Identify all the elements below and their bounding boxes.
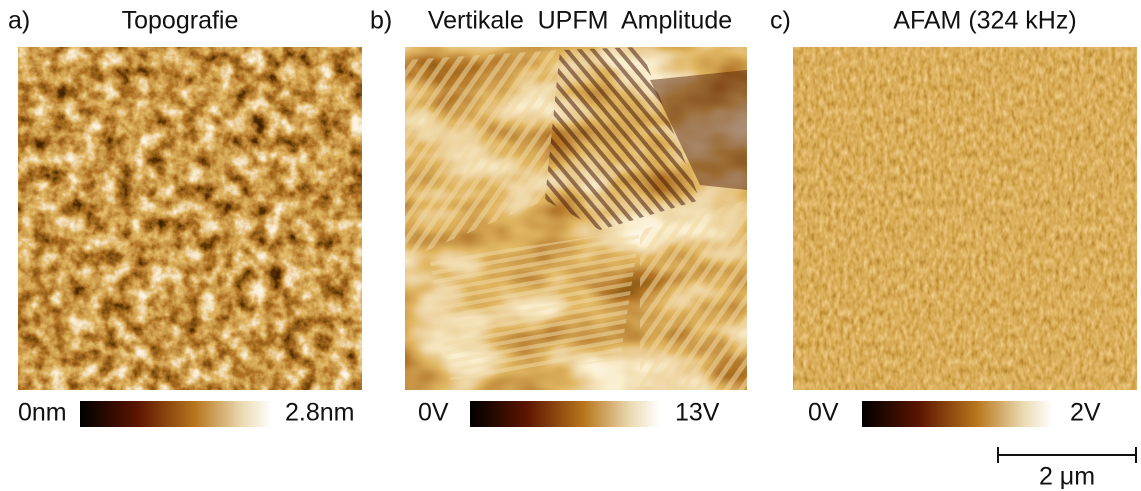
afm-image bbox=[18, 47, 362, 390]
colorbar-max: 2V bbox=[1070, 399, 1101, 427]
colorbar bbox=[862, 401, 1053, 427]
colorbar bbox=[80, 401, 272, 427]
colorbar-min: 0nm bbox=[18, 399, 67, 427]
panel-label: b) bbox=[370, 7, 392, 35]
colorbar-min: 0V bbox=[418, 399, 449, 427]
panel-title: Vertikale UPFM Amplitude bbox=[428, 7, 732, 35]
colorbar-max: 2.8nm bbox=[285, 399, 354, 427]
panel-label: c) bbox=[770, 7, 791, 35]
panel-label: a) bbox=[8, 7, 30, 35]
afm-image bbox=[405, 47, 747, 390]
scale-bar bbox=[998, 447, 1136, 463]
figure: a) Topografie 0nm 2.8nm b) Vertikale UPF… bbox=[0, 0, 1141, 491]
colorbar-max: 13V bbox=[675, 399, 720, 427]
afm-image bbox=[793, 47, 1137, 390]
panel-title: Topografie bbox=[122, 7, 239, 35]
colorbar-min: 0V bbox=[808, 399, 839, 427]
panel-title: AFAM (324 kHz) bbox=[893, 7, 1076, 35]
page: a) Topografie 0nm 2.8nm b) Vertikale UPF… bbox=[0, 0, 1141, 491]
colorbar bbox=[470, 401, 660, 427]
scale-bar-label: 2 μm bbox=[1039, 463, 1095, 491]
